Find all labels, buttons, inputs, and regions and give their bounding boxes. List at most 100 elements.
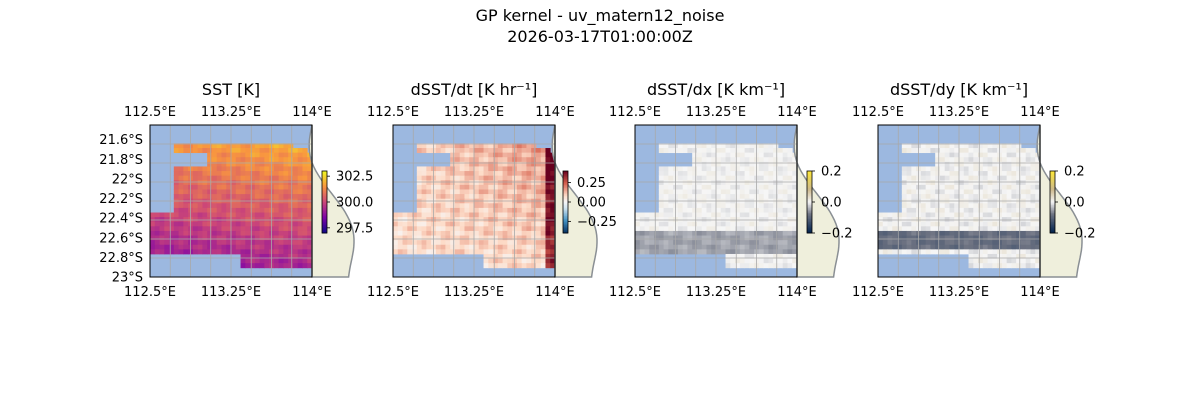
data-cell (264, 249, 270, 255)
data-cell (987, 189, 993, 195)
data-cell (968, 175, 974, 181)
data-cell (692, 230, 698, 236)
data-cell (474, 143, 480, 149)
data-cell (440, 221, 446, 227)
data-cell (297, 207, 303, 213)
data-cell (393, 226, 399, 232)
colorbar-segment (1050, 222, 1055, 225)
data-cell (493, 171, 499, 177)
data-cell (773, 244, 779, 250)
data-cell (939, 180, 946, 186)
data-cell (682, 249, 688, 255)
data-cell (677, 143, 684, 149)
data-cell (973, 240, 979, 246)
data-cell (273, 157, 280, 163)
data-cell (773, 207, 779, 213)
data-cell (497, 207, 503, 213)
data-cell (1016, 184, 1022, 190)
data-cell (725, 230, 731, 236)
data-cell (744, 166, 750, 172)
data-cell (521, 207, 527, 213)
data-cell (696, 221, 703, 227)
data-cell (658, 171, 664, 177)
data-cell (240, 203, 246, 209)
data-cell (211, 249, 218, 255)
data-cell (288, 148, 294, 154)
data-cell (706, 166, 712, 172)
data-cell (516, 258, 523, 264)
data-cell (758, 212, 765, 218)
data-cell (178, 194, 184, 200)
data-cell (221, 189, 227, 195)
data-cell (493, 221, 499, 227)
data-cell (216, 194, 222, 200)
data-cell (478, 226, 484, 232)
data-cell (906, 180, 912, 186)
data-cell (696, 143, 703, 149)
data-cell (1035, 258, 1041, 264)
data-cell (1016, 157, 1022, 163)
data-cell (687, 240, 693, 246)
data-cell (730, 194, 736, 200)
data-cell (202, 244, 208, 250)
data-cell (169, 226, 175, 232)
data-cell (493, 235, 499, 241)
data-cell (949, 143, 955, 149)
x-tick-label-top: 113.25°E (929, 105, 989, 120)
data-cell (216, 235, 222, 241)
data-cell (1020, 161, 1027, 167)
data-cell (540, 180, 546, 186)
data-cell (792, 253, 798, 259)
data-cell (959, 157, 965, 163)
data-cell (416, 143, 422, 149)
data-cell (292, 263, 299, 269)
data-cell (954, 166, 960, 172)
data-cell (254, 189, 260, 195)
data-cell (635, 230, 641, 236)
y-tick-label: 21.6°S (99, 133, 143, 148)
data-cell (901, 194, 907, 200)
data-cell (526, 226, 532, 232)
data-cell (749, 212, 755, 218)
data-cell (292, 161, 299, 167)
data-cell (768, 253, 774, 259)
data-cell (935, 157, 941, 163)
colorbar-segment (1050, 174, 1055, 177)
data-cell (1006, 253, 1012, 259)
data-cell (474, 203, 480, 209)
data-cell (1030, 161, 1036, 167)
data-cell (183, 221, 189, 227)
data-cell (973, 180, 979, 186)
data-cell (711, 207, 717, 213)
data-cell (730, 184, 736, 190)
data-cell (250, 166, 256, 172)
data-cell (978, 189, 984, 195)
data-cell (701, 203, 707, 209)
data-cell (949, 175, 955, 181)
data-cell (677, 221, 684, 227)
data-cell (283, 240, 289, 246)
data-cell (250, 221, 256, 227)
data-cell (535, 221, 542, 227)
data-cell (730, 253, 736, 259)
data-cell (682, 226, 688, 232)
data-cell (658, 180, 664, 186)
data-cell (183, 235, 189, 241)
data-cell (245, 240, 251, 246)
data-cell (197, 221, 203, 227)
data-cell (701, 244, 707, 250)
data-cell (531, 180, 537, 186)
data-cell (297, 189, 303, 195)
data-cell (483, 203, 489, 209)
data-cell (730, 148, 736, 154)
colorbar-segment (322, 183, 327, 186)
data-cell (658, 207, 664, 213)
colorbar-segment (322, 214, 327, 217)
data-cell (216, 244, 222, 250)
data-cell (221, 230, 227, 236)
data-cell (469, 148, 475, 154)
data-cell (250, 253, 256, 259)
data-cell (701, 184, 707, 190)
colorbar-tick-label: 0.2 (821, 165, 842, 180)
colorbar-segment (322, 191, 327, 194)
